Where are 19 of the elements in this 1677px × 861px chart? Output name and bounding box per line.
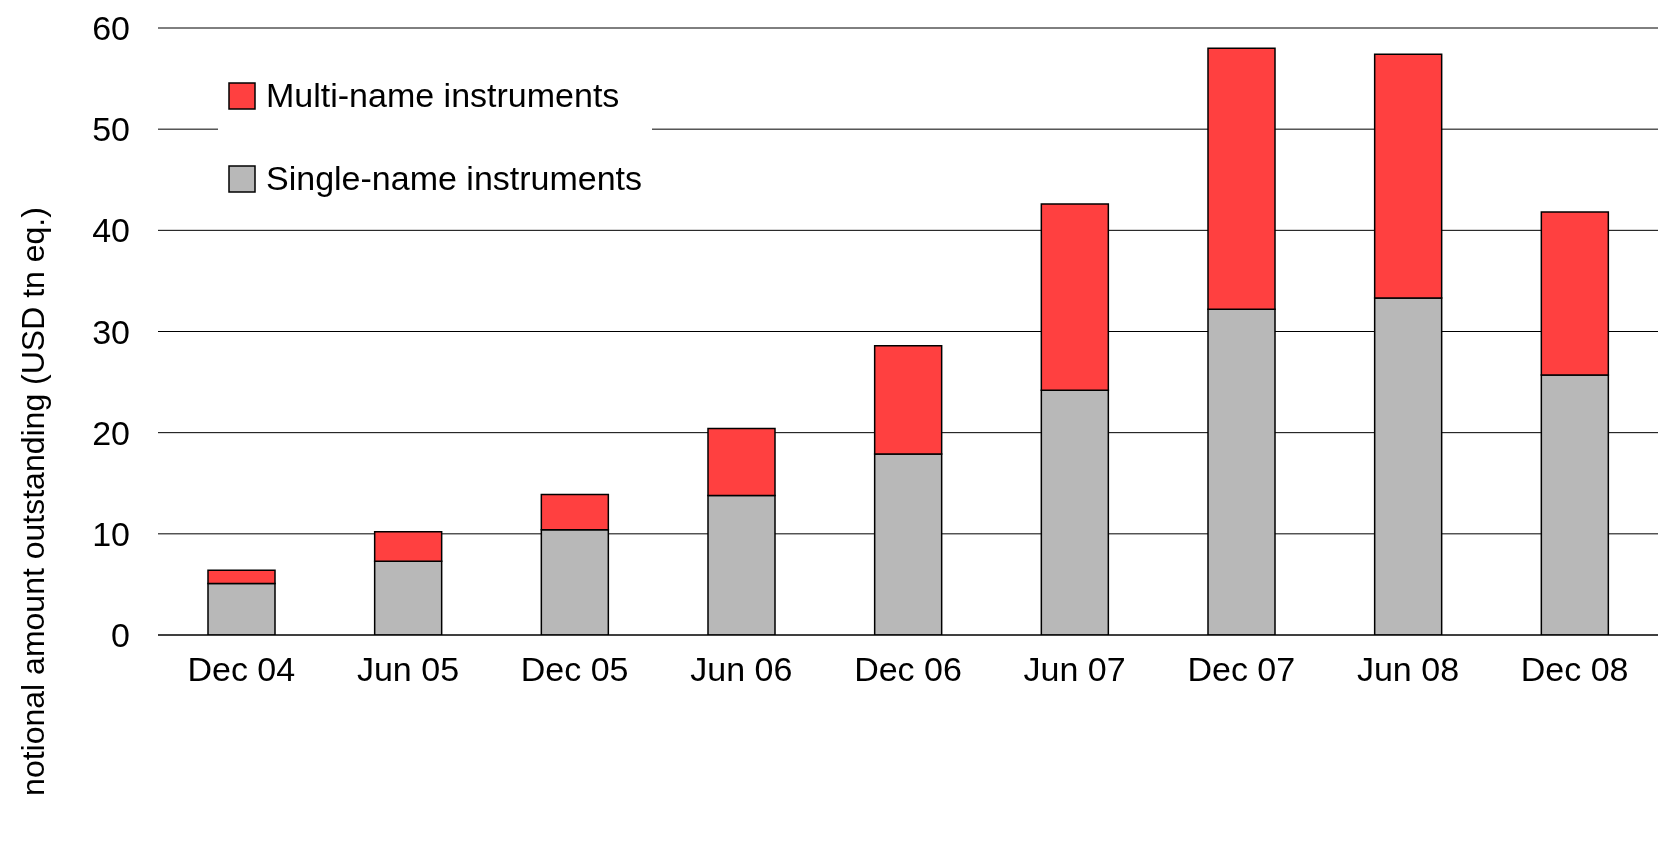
x-tick-label: Dec 04	[187, 650, 296, 689]
y-tick-label: 30	[92, 312, 130, 351]
x-tick-label: Jun 08	[1356, 650, 1460, 689]
y-tick-label: 60	[92, 9, 130, 48]
legend-label: Single-name instruments	[266, 159, 643, 198]
legend-label: Multi-name instruments	[266, 76, 620, 115]
x-tick-label: Dec 05	[520, 650, 629, 689]
y-axis-title: notional amount outstanding (USD tn eq.)	[15, 207, 52, 796]
y-tick-label: 40	[92, 211, 130, 250]
x-tick-label: Dec 08	[1520, 650, 1629, 689]
x-tick-label: Dec 06	[854, 650, 962, 689]
x-tick-label: Dec 07	[1187, 650, 1296, 689]
y-tick-label: 10	[92, 514, 130, 553]
y-tick-label: 0	[111, 616, 130, 655]
y-tick-label: 50	[92, 110, 130, 149]
y-tick-label: 20	[92, 413, 130, 452]
x-tick-label: Jun 05	[356, 650, 460, 689]
x-tick-label: Jun 06	[690, 650, 793, 689]
x-tick-label: Jun 07	[1023, 650, 1126, 689]
